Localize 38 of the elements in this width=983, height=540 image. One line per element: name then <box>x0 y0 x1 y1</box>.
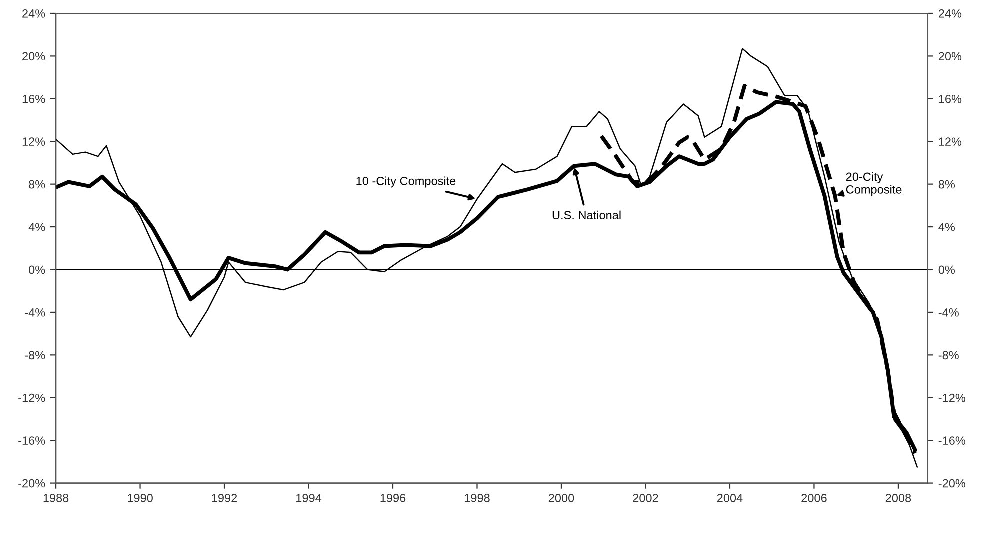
y2-tick-label: -20% <box>938 479 966 488</box>
y-tick-label: 24% <box>22 10 46 18</box>
y-tick-label: -16% <box>18 436 46 445</box>
y2-tick-label: 20% <box>938 52 962 61</box>
y-tick-label: 8% <box>29 180 46 189</box>
x-tick-label: 1988 <box>44 494 69 502</box>
y2-tick-label: 12% <box>939 138 962 146</box>
y-tick-label: -8% <box>25 351 46 360</box>
y-tick-label: 0% <box>29 266 46 274</box>
x-tick-label: 2008 <box>886 494 912 502</box>
y2-tick-label: -12% <box>938 394 966 402</box>
y-tick-label: 20% <box>22 52 46 61</box>
y-tick-label: -4% <box>25 308 46 317</box>
series-label: 20-City Composite <box>846 172 902 196</box>
x-tick-label: 1994 <box>296 494 322 502</box>
x-tick-label: 2004 <box>717 494 743 502</box>
y2-tick-label: 24% <box>938 10 962 18</box>
y2-tick-label: -16% <box>938 436 966 445</box>
y-tick-label: -12% <box>18 394 46 402</box>
x-tick-label: 2000 <box>548 494 574 502</box>
y2-tick-label: 8% <box>938 180 956 189</box>
y-tick-label: 4% <box>28 223 46 232</box>
y-tick-label: 16% <box>22 94 46 104</box>
y2-tick-label: -8% <box>938 351 959 360</box>
y2-tick-label: -4% <box>938 308 959 317</box>
text: 10 -City Composite <box>356 176 456 188</box>
x-tick-label: 1992 <box>212 494 238 502</box>
x-tick-label: 1998 <box>465 494 490 502</box>
y2-tick-label: 0% <box>938 266 956 274</box>
x-tick-label: 1990 <box>128 494 153 502</box>
y-tick-label: -20% <box>18 479 46 488</box>
y2-tick-label: 16% <box>939 94 962 104</box>
x-tick-label: 2002 <box>633 494 658 502</box>
x-tick-label: 2006 <box>802 494 827 502</box>
x-tick-label: 1996 <box>380 494 406 502</box>
y-tick-label: 12% <box>22 138 46 146</box>
text: U.S. National <box>552 210 621 220</box>
y2-tick-label: 4% <box>938 223 956 232</box>
